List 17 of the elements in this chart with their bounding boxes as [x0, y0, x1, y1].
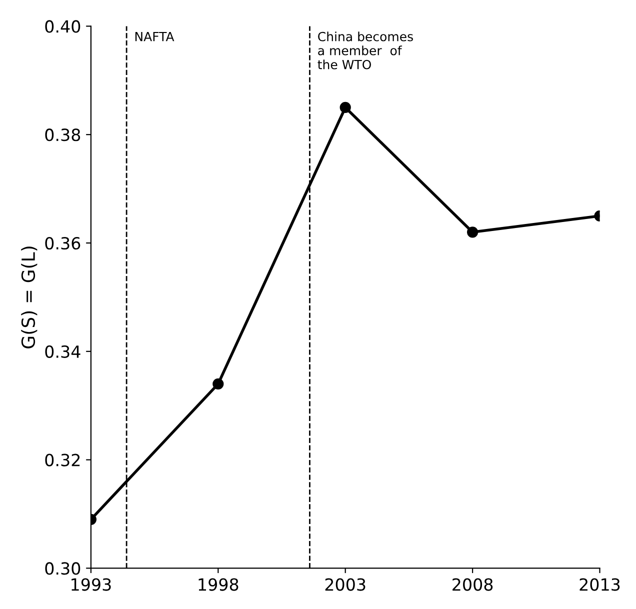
x-tick-label: 1993	[72, 578, 111, 591]
y-tick-label: 0.34	[45, 345, 80, 358]
point	[212, 378, 224, 390]
y-tick-label: 0.38	[45, 128, 80, 142]
x-tick-label: 2008	[452, 578, 493, 591]
y-tick-label: 0.30	[45, 562, 80, 575]
y-tick-label: 0.40	[45, 20, 80, 33]
ref-line-label: NAFTA	[135, 32, 174, 42]
y-tick-label: 0.32	[45, 454, 80, 466]
x-tick-label: 2003	[325, 578, 366, 591]
point	[466, 226, 478, 238]
y-axis-title: G(S) = G(L)	[21, 246, 38, 348]
y-tick-label: 0.36	[45, 236, 80, 250]
x-tick-label: 2013	[580, 578, 620, 591]
ref-line-label: China becomes a member of the WTO	[318, 32, 413, 70]
x-tick-label: 1998	[198, 578, 238, 591]
point	[340, 102, 351, 114]
